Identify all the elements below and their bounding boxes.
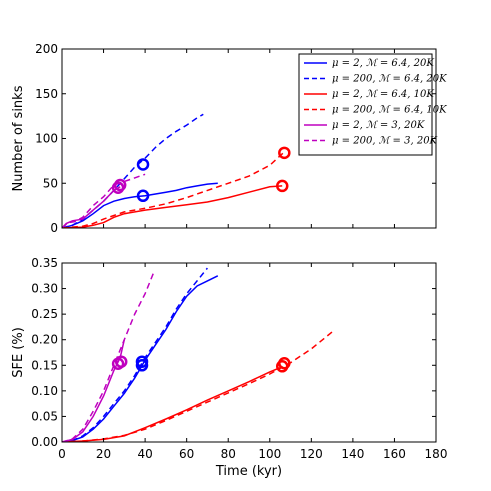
y-tick-label: 0 [50,221,58,235]
series-line-1 [62,182,218,228]
y-tick-label: 150 [35,87,58,101]
series-line-2 [62,267,208,442]
y-tick-label: 0.20 [31,333,58,347]
y-axis-label: SFE (%) [11,327,26,378]
endpoint-marker-6 [114,355,128,368]
endpoint-marker-4 [278,356,291,370]
y-tick-label: 0.30 [31,282,58,296]
x-tick-label: 40 [137,447,152,461]
series-line-6 [62,173,146,228]
legend-entry-2: μ = 200, ℳ = 6.4, 20K [332,74,447,85]
top-panel: 0 50 100 150 200 Number of sinks μ = 2, ℳ = 6.… [11,42,447,235]
series-line-3 [62,366,283,442]
y-tick-label: 50 [43,176,58,190]
endpoint-marker-5 [111,181,125,194]
y-tick-label: 200 [35,42,58,56]
y-tick-label: 0.10 [31,384,58,398]
x-tick-label: 80 [221,447,236,461]
x-tick-label: 120 [300,447,323,461]
endpoint-marker-6 [113,178,127,192]
y-tick-label: 100 [35,132,58,146]
legend: μ = 2, ℳ = 6.4, 20K μ = 200, ℳ = 6.4, 20K… [298,53,447,156]
legend-box [298,53,433,156]
y-tick-label: 0.15 [31,358,58,372]
series-line-4 [62,151,285,228]
endpoint-marker-4 [278,146,291,160]
x-tick-label: 20 [96,447,111,461]
series-group [62,113,291,228]
series-group [62,267,333,442]
y-tick-label: 0.35 [31,256,58,270]
series-line-4 [62,331,333,442]
x-tick-label: 140 [341,447,364,461]
x-tick-label: 180 [425,447,448,461]
bottom-panel: 0 20 40 60 80 100 120 140 160 180 0.00 0.05 0.10 0.15… [11,256,447,479]
y-tick-label: 0.25 [31,307,58,321]
y-tick-label: 0.00 [31,435,58,449]
series-line-5 [62,186,121,228]
series-line-1 [62,275,219,442]
series-line-3 [62,185,283,228]
endpoint-marker-2 [135,359,149,372]
x-tick-label: 0 [58,447,66,461]
y-axis-label: Number of sinks [11,85,26,191]
endpoint-marker-2 [136,189,150,203]
legend-entry-1: μ = 2, ℳ = 6.4, 20K [332,58,434,69]
x-axis-label: Time (kyr) [215,464,282,479]
legend-entry-5: μ = 2, ℳ = 3, 20K [332,120,425,131]
legend-entry-6: μ = 200, ℳ = 3, 20K [332,136,438,147]
axes-frame [61,262,437,443]
series-line-6 [62,272,155,442]
x-tick-label: 100 [258,447,281,461]
legend-entry-4: μ = 200, ℳ = 6.4, 10K [332,105,447,116]
endpoint-marker-3 [275,179,289,193]
endpoint-marker-1 [136,158,150,171]
legend-entry-3: μ = 2, ℳ = 6.4, 10K [332,89,434,100]
x-tick-label: 160 [383,447,406,461]
y-tick-label: 0.05 [31,409,58,423]
x-tick-label: 60 [179,447,194,461]
